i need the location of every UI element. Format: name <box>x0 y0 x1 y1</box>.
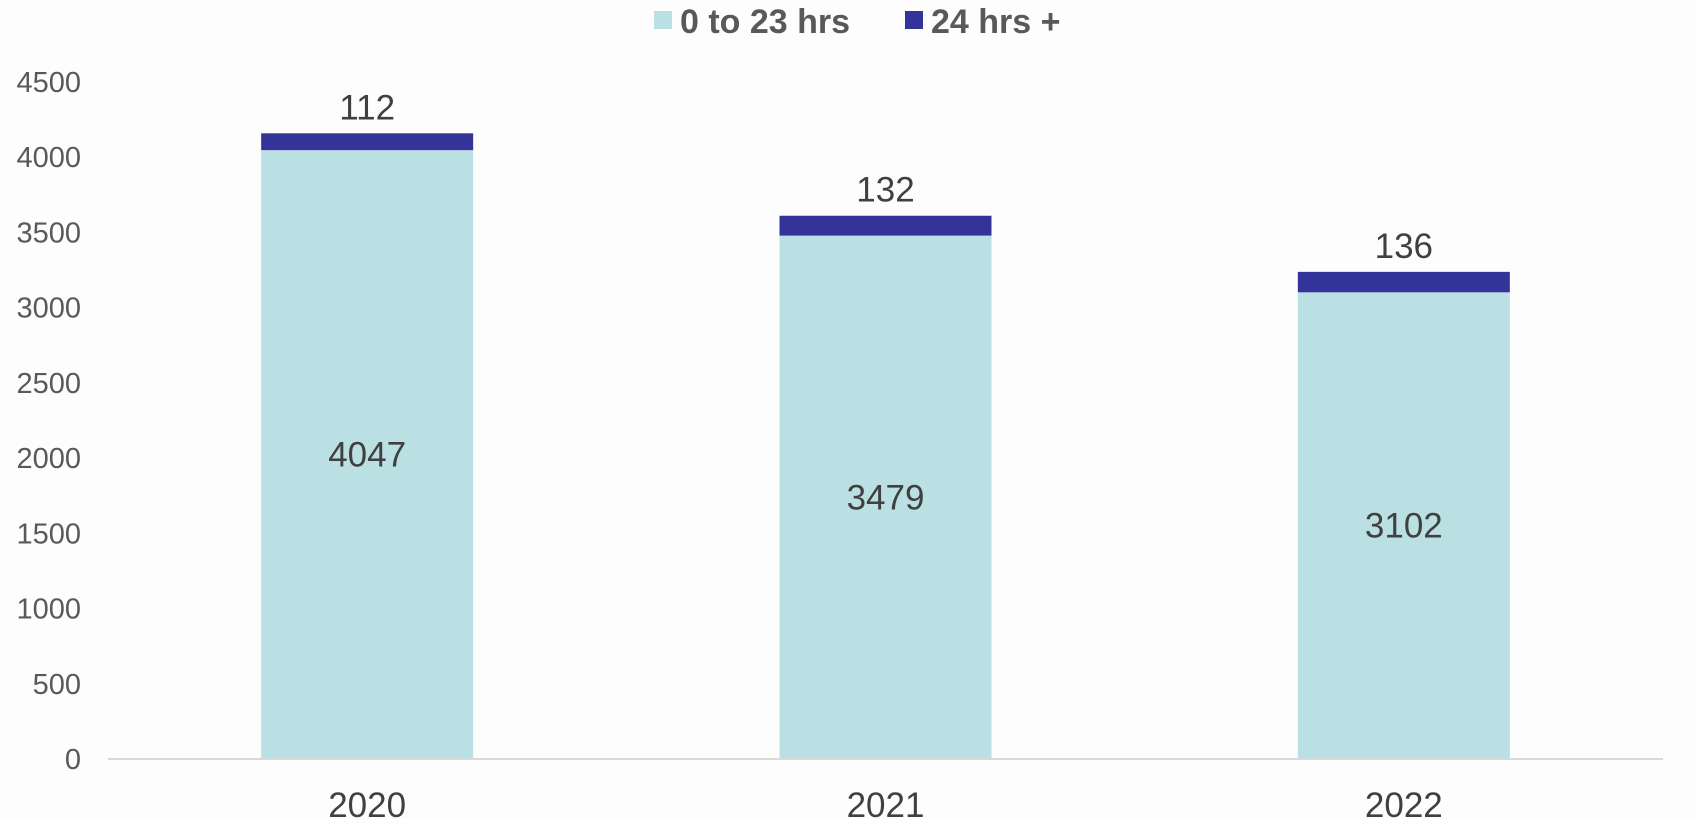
y-tick-label: 2000 <box>16 443 81 475</box>
x-category-label: 2021 <box>847 786 925 819</box>
legend-swatch-series-1 <box>905 11 923 29</box>
y-tick-label: 4000 <box>16 142 81 174</box>
bar-2020-series-0 <box>261 150 474 759</box>
y-tick-label: 1000 <box>16 594 81 626</box>
y-tick-label: 1500 <box>16 518 81 550</box>
y-tick-label: 500 <box>33 669 81 701</box>
data-label-2020-series-0: 4047 <box>328 436 406 475</box>
bar-2020-series-1 <box>261 133 474 151</box>
data-label-2021-series-0: 3479 <box>847 478 925 517</box>
y-tick-label: 3500 <box>16 217 81 249</box>
x-axis: 2020 2021 2022 <box>328 786 1443 819</box>
data-labels: 4047 112 3479 132 3102 136 <box>328 88 1443 545</box>
data-label-2021-series-1: 132 <box>856 171 914 210</box>
y-tick-label: 2500 <box>16 368 81 400</box>
y-tick-label: 4500 <box>16 67 81 99</box>
legend-label-series-1: 24 hrs + <box>931 3 1060 41</box>
bar-2021-series-0 <box>779 235 992 760</box>
legend: 0 to 23 hrs 24 hrs + <box>654 3 1060 41</box>
legend-label-series-0: 0 to 23 hrs <box>680 3 850 41</box>
x-category-label: 2020 <box>328 786 406 819</box>
x-category-label: 2022 <box>1365 786 1443 819</box>
legend-swatch-series-0 <box>654 11 672 29</box>
y-axis: 0 500 1000 1500 2000 2500 3000 3500 4000 4500 <box>16 67 81 776</box>
bar-2021-series-1 <box>779 215 992 236</box>
bars <box>261 133 1510 760</box>
data-label-2020-series-1: 112 <box>339 88 395 127</box>
data-label-2022-series-1: 136 <box>1375 227 1433 266</box>
bar-2022-series-1 <box>1297 271 1510 293</box>
y-tick-label: 0 <box>65 744 81 776</box>
y-tick-label: 3000 <box>16 293 81 325</box>
data-label-2022-series-0: 3102 <box>1365 507 1443 546</box>
bar-2022-series-0 <box>1297 292 1510 759</box>
